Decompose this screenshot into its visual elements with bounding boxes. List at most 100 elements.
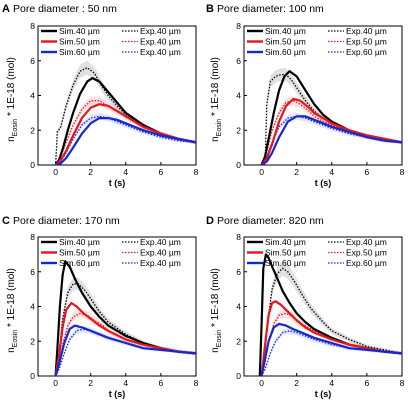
series-line-sim [54, 103, 196, 165]
x-tick-label: 2 [88, 167, 93, 177]
legend-label: Exp.40 µm [346, 237, 387, 247]
x-tick-label: 8 [194, 378, 199, 388]
panel-letter: A [2, 3, 10, 15]
y-tick-label: 6 [30, 56, 35, 66]
x-tick-label: 6 [159, 167, 164, 177]
y-tick-label: 2 [30, 336, 35, 346]
legend-label: Sim.40 µm [59, 237, 100, 247]
legend-label: Sim.40 µm [59, 26, 100, 36]
x-tick-label: 2 [294, 378, 299, 388]
panel-title: Pore diameter : 50 nm [13, 3, 117, 15]
legend-label: Sim.60 µm [265, 258, 306, 268]
panel-letter: D [206, 215, 214, 227]
x-axis-label: t (s) [109, 178, 126, 188]
panel-b: B Pore diameter: 100 nm 0 2 4 6 8 0 2 4 6 8 t (s) nEo… [206, 3, 405, 188]
y-tick-label: 6 [30, 267, 35, 277]
y-label-sub: Eosin [216, 330, 223, 348]
plot-area [52, 60, 196, 165]
y-label-main: n [210, 136, 221, 142]
x-tick-label: 0 [53, 378, 58, 388]
x-tick-label: 2 [294, 167, 299, 177]
legend-label: Exp.50 µm [346, 248, 387, 258]
error-band [258, 68, 402, 165]
y-tick-label: 8 [30, 21, 35, 31]
x-tick-label: 4 [329, 378, 334, 388]
series-line-sim [260, 70, 402, 165]
panel-title: Pore diameter: 820 nm [217, 215, 324, 227]
y-tick-label: 0 [236, 371, 241, 381]
x-tick-label: 4 [329, 167, 334, 177]
plot-area [54, 260, 196, 376]
error-band [55, 277, 196, 376]
series-line-sim [260, 322, 402, 376]
legend-label: Exp.50 µm [346, 37, 387, 47]
y-axis-label: nEosin * 1E-18 (mol) [210, 57, 223, 142]
y-tick-label: 2 [236, 336, 241, 346]
legend-label: Sim.60 µm [59, 47, 100, 57]
y-tick-label: 2 [236, 125, 241, 135]
y-tick-label: 2 [30, 125, 35, 135]
y-tick-label: 0 [30, 371, 35, 381]
legend-label: Exp.40 µm [140, 26, 181, 36]
x-tick-label: 6 [365, 167, 370, 177]
y-tick-label: 8 [236, 21, 241, 31]
legend-label: Sim.40 µm [265, 26, 306, 36]
y-tick-label: 4 [236, 302, 241, 312]
x-tick-label: 8 [400, 378, 405, 388]
series-line-exp [260, 100, 402, 165]
y-label-main: n [6, 347, 17, 353]
x-tick-label: 4 [123, 378, 128, 388]
x-axis-label: t (s) [315, 178, 332, 188]
y-tick-label: 8 [30, 232, 35, 242]
x-tick-label: 8 [400, 167, 405, 177]
legend-label: Exp.40 µm [346, 26, 387, 36]
y-axis-label: nEosin * 1E-18 (mol) [6, 57, 19, 142]
x-tick-label: 0 [53, 167, 58, 177]
legend-label: Sim.40 µm [265, 237, 306, 247]
legend-label: Sim.60 µm [265, 47, 306, 57]
y-tick-label: 4 [30, 91, 35, 101]
legend-label: Sim.50 µm [59, 37, 100, 47]
series-line-sim [54, 324, 196, 376]
plot-area [258, 68, 402, 165]
x-axis-label: t (s) [315, 389, 332, 399]
panel-title: Pore diameter: 170 nm [13, 215, 120, 227]
x-tick-label: 6 [159, 378, 164, 388]
legend-label: Sim.50 µm [265, 248, 306, 258]
y-label-rest: * 1E-18 (mol) [210, 57, 221, 119]
series-line-sim [55, 116, 196, 165]
panel-c: C Pore diameter: 170 nm 0 2 4 6 8 0 2 4 6 8 t (s) nEo… [2, 215, 199, 399]
y-label-main: n [210, 347, 221, 353]
plot-area [258, 253, 402, 376]
legend-label: Exp.60 µm [346, 47, 387, 57]
y-tick-label: 4 [30, 302, 35, 312]
x-tick-label: 8 [194, 167, 199, 177]
x-tick-label: 4 [123, 167, 128, 177]
panel-letter: B [206, 3, 214, 15]
y-label-sub: Eosin [12, 330, 19, 348]
x-tick-label: 6 [365, 378, 370, 388]
y-label-sub: Eosin [12, 119, 19, 137]
y-tick-label: 6 [236, 56, 241, 66]
y-label-main: n [6, 136, 17, 142]
y-tick-label: 6 [236, 267, 241, 277]
y-tick-label: 8 [236, 232, 241, 242]
y-tick-label: 0 [236, 160, 241, 170]
x-tick-label: 0 [259, 378, 264, 388]
legend-label: Exp.60 µm [346, 258, 387, 268]
legend-label: Exp.40 µm [140, 248, 181, 258]
series-line-sim [260, 115, 402, 165]
x-axis-label: t (s) [109, 389, 126, 399]
legend-label: Exp.40 µm [140, 37, 181, 47]
series-line-sim [54, 301, 196, 376]
series-line-sim [260, 300, 402, 376]
legend-label: Sim.50 µm [265, 37, 306, 47]
y-label-rest: * 1E-18 (mol) [6, 57, 17, 119]
series-line-sim [260, 97, 402, 165]
legend-label: Exp.40 µm [140, 47, 181, 57]
y-tick-label: 0 [30, 160, 35, 170]
legend-label: Sim.50 µm [59, 248, 100, 258]
